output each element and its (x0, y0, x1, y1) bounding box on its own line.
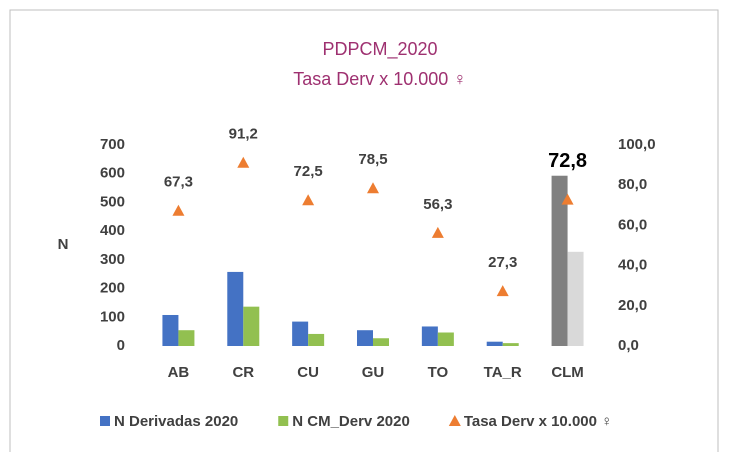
bar (162, 314, 179, 346)
y-tick-label: 200 (100, 280, 125, 297)
legend-swatch (278, 416, 289, 426)
chart-title: PDPCM_2020 (322, 39, 437, 60)
y2-tick-label: 20,0 (618, 297, 647, 314)
y2-tick-label: 80,0 (618, 176, 647, 193)
x-tick-label: AB (168, 364, 190, 381)
bar (178, 330, 195, 346)
bar (308, 333, 325, 346)
bar (227, 271, 244, 346)
bar (437, 332, 454, 346)
marker (172, 204, 185, 216)
bar (567, 251, 584, 346)
bar (243, 306, 260, 346)
chart-frame (9, 9, 719, 452)
data-label: 67,3 (164, 174, 193, 191)
marker (237, 156, 250, 168)
bar (421, 326, 438, 346)
marker (496, 285, 509, 297)
x-tick-label: CU (297, 364, 319, 381)
data-label: 91,2 (229, 126, 258, 143)
y-tick-label: 500 (100, 193, 125, 210)
legend-label: N Derivadas 2020 (114, 413, 238, 430)
data-label: 78,5 (358, 151, 387, 168)
y-tick-label: 600 (100, 165, 125, 182)
bar (551, 175, 568, 346)
marker (302, 194, 315, 206)
chart-subtitle: Tasa Derv x 10.000 ♀ (293, 69, 467, 89)
y-tick-label: 100 (100, 308, 125, 325)
y2-tick-label: 100,0 (618, 136, 656, 153)
bar (502, 343, 519, 346)
y-tick-label: 0 (117, 337, 125, 354)
legend-swatch (100, 416, 110, 426)
bar (486, 341, 503, 346)
bar (357, 330, 373, 346)
legend-marker (448, 415, 461, 426)
x-tick-label: CLM (551, 364, 584, 381)
data-label: 72,8 (548, 150, 587, 172)
y-tick-label: 700 (100, 136, 125, 153)
y2-tick-label: 60,0 (618, 216, 647, 233)
bar (292, 321, 309, 346)
data-label: 27,3 (488, 254, 517, 271)
bar (373, 338, 389, 346)
y2-tick-label: 40,0 (618, 257, 647, 274)
data-label: 56,3 (423, 196, 452, 213)
legend-label: N CM_Derv 2020 (292, 413, 410, 430)
x-tick-label: GU (362, 364, 385, 381)
y2-tick-label: 0,0 (618, 337, 639, 354)
y-axis-label: N (58, 236, 69, 253)
x-tick-label: TA_R (484, 364, 522, 381)
x-tick-label: CR (232, 364, 254, 381)
y-tick-label: 400 (100, 222, 125, 239)
marker (431, 226, 444, 238)
marker (367, 182, 379, 194)
data-label: 72,5 (294, 163, 323, 180)
marker (561, 193, 574, 205)
legend-label: Tasa Derv x 10.000 ♀ (464, 413, 613, 430)
x-tick-label: TO (428, 364, 449, 381)
y-tick-label: 300 (100, 251, 125, 268)
